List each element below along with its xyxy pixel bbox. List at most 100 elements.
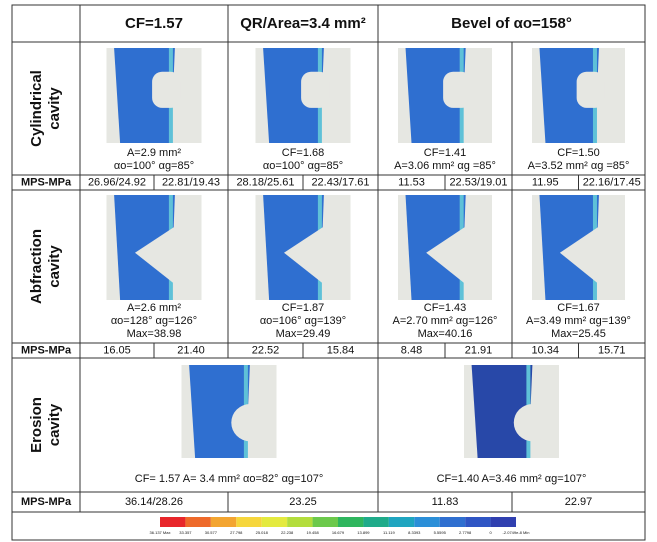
mps-value: 22.52 (252, 344, 280, 356)
panel-caption: A=3.52 mm² αg =85° (528, 160, 630, 172)
cavity (152, 71, 181, 108)
mps-value: 8.48 (401, 344, 422, 356)
mps-value: 22.53/19.01 (449, 176, 507, 188)
colorbar-label: 33.357 (179, 530, 192, 535)
table-border (11, 4, 646, 541)
colorbar-label: 8.3393 (408, 530, 421, 535)
colorbar-label: 25.018 (256, 530, 269, 535)
row-label-line: Abfraction (28, 229, 45, 304)
column-header: QR/Area=3.4 mm² (240, 15, 365, 32)
stress-region (405, 48, 466, 143)
panel-caption: CF=1.43 (424, 302, 467, 314)
cavity (231, 404, 269, 442)
colorbar-label: 11.119 (383, 530, 395, 535)
row-label: Cylindrical cavity (28, 70, 63, 147)
colorbar-segment (210, 517, 237, 527)
stress-region (471, 365, 533, 458)
row-label-line: Erosion (28, 397, 45, 453)
colorbar-segment (185, 517, 211, 527)
colorbar-segment (388, 517, 415, 527)
stress-region (189, 365, 250, 458)
row-label: Abfraction cavity (28, 229, 63, 304)
colorbar-label: 22.238 (281, 530, 294, 535)
panel-caption: A=3.06 mm² αg =85° (394, 160, 496, 172)
mps-label: MPS-MPa (21, 344, 72, 356)
panel-caption: CF= 1.57 A= 3.4 mm² αo=82° αg=107° (135, 473, 323, 485)
mps-value: 21.91 (465, 344, 493, 356)
stress-region (263, 48, 324, 143)
row-label: Erosion cavity (28, 397, 63, 453)
panel-caption: αo=128° αg=126° (111, 315, 197, 327)
row-label-line: cavity (46, 245, 63, 288)
panel-caption: A=2.6 mm² (127, 302, 181, 314)
colorbar-label: 16.679 (332, 530, 345, 535)
cavity (301, 71, 330, 108)
colorbar-label: 19.458 (306, 530, 319, 535)
cavity (559, 226, 599, 285)
cavity (513, 404, 552, 442)
cavity (443, 71, 472, 108)
column-header: Bevel of αo=158° (451, 15, 572, 32)
panel-caption: CF=1.68 (282, 147, 325, 159)
colorbar-segment (490, 517, 516, 527)
panel-caption: A=2.9 mm² (127, 147, 181, 159)
colorbar-label: 0 (489, 530, 492, 535)
colorbar-segment (414, 517, 440, 527)
panel-caption: Max=40.16 (418, 328, 473, 340)
panel-caption: αo=106° αg=139° (260, 315, 346, 327)
panel-caption: Max=38.98 (127, 328, 182, 340)
cavity (426, 226, 466, 285)
mps-value: 11.53 (398, 176, 425, 188)
cavity (284, 226, 324, 285)
mps-value: 22.97 (565, 496, 593, 508)
mps-label: MPS-MPa (21, 496, 72, 508)
panel-caption: CF=1.40 A=3.46 mm² αg=107° (437, 473, 587, 485)
mps-value: 10.34 (531, 344, 559, 356)
mps-value: 15.84 (327, 344, 355, 356)
mps-label: MPS-MPa (21, 176, 72, 188)
colorbar-segment (261, 517, 288, 527)
row-label-line: cavity (46, 403, 63, 446)
colorbar-label: 5.5595 (434, 530, 447, 535)
colorbar-segment (312, 517, 338, 527)
stress-region (114, 48, 175, 143)
row-label-line: cavity (46, 87, 63, 130)
colorbar-label: 13.899 (357, 530, 370, 535)
panel-caption: CF=1.87 (282, 302, 325, 314)
mps-value: 23.25 (289, 496, 317, 508)
colorbar-segment (236, 517, 262, 527)
mps-value: 28.18/25.61 (236, 176, 294, 188)
mps-value: 21.40 (177, 344, 205, 356)
mps-value: 16.05 (103, 344, 131, 356)
panel-caption: CF=1.50 (557, 147, 600, 159)
panel-caption: Max=29.49 (276, 328, 331, 340)
panel-caption: A=3.49 mm² αg=139° (526, 315, 631, 327)
panel-caption: αo=100° αg=85° (263, 160, 343, 172)
panel-caption: CF=1.67 (557, 302, 600, 314)
colorbar-label: 36.137 Max (150, 530, 171, 535)
mps-value: 22.81/19.43 (162, 176, 220, 188)
colorbar-segment (160, 517, 186, 527)
cavity (576, 71, 605, 108)
colorbar-segment (338, 517, 364, 527)
panel-caption: A=2.70 mm² αg=126° (393, 315, 498, 327)
column-header: CF=1.57 (125, 15, 183, 32)
panel-caption: Max=25.45 (551, 328, 606, 340)
colorbar-label: 27.798 (230, 530, 243, 535)
mps-value: 36.14/28.26 (125, 496, 183, 508)
colorbar-label: -2.0749e-8 Min (503, 530, 530, 535)
row-label-line: Cylindrical (28, 70, 45, 147)
colorbar-segment (287, 517, 313, 527)
colorbar-segment (465, 517, 491, 527)
mps-value: 11.83 (432, 496, 459, 508)
mps-value: 22.43/17.61 (311, 176, 369, 188)
mps-value: 11.95 (532, 176, 559, 188)
panel-caption: CF=1.41 (424, 147, 467, 159)
stress-region (539, 48, 599, 143)
mps-value: 15.71 (598, 344, 626, 356)
mps-value: 26.96/24.92 (88, 176, 146, 188)
panel-caption: αo=100° αg=85° (114, 160, 194, 172)
colorbar-label: 30.577 (205, 530, 218, 535)
mps-value: 22.16/17.45 (583, 176, 641, 188)
